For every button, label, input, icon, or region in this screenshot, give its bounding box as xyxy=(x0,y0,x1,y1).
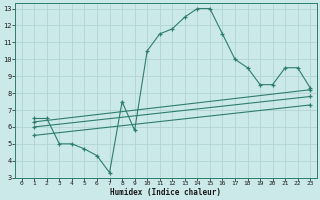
X-axis label: Humidex (Indice chaleur): Humidex (Indice chaleur) xyxy=(110,188,221,197)
